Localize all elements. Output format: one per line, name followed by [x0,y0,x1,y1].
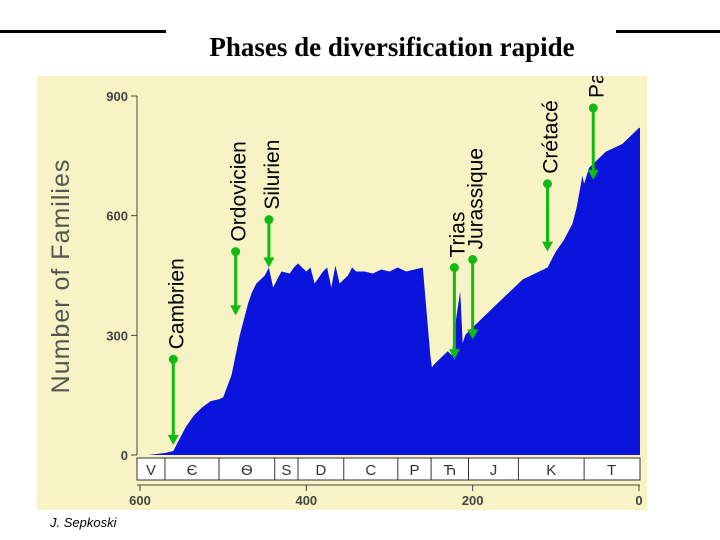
y-tick-label-0: 0 [121,448,128,463]
annotation-label-jurassique: Jurassique [465,148,488,250]
arrow-dot-ordovicien [231,247,241,257]
diversity-chart: 0 300 600 900 Number of Families V Є Ѳ S D C P Ћ J K T 6… [37,76,647,510]
period-label: D [315,462,326,479]
arrow-head-trias [448,349,460,360]
annotation-label-ordovicien: Ordovicien [228,141,251,241]
arrow-head-ordovicien [230,305,242,316]
title-rule-left [0,30,166,33]
period-label: K [546,462,556,479]
period-label: C [365,462,376,479]
x-tick-label-200: 200 [462,493,484,508]
period-label: Ћ [443,462,456,479]
period-label: P [409,462,419,479]
x-tick-label-600: 600 [129,493,151,508]
arrow-head-cretace [542,241,554,252]
arrow-head-jurassique [467,329,479,340]
period-label: J [490,462,498,479]
arrow-head-paleocene [587,169,599,180]
x-tick-label-400: 400 [295,493,317,508]
period-label: Є [187,462,198,479]
title-rule-right [616,30,720,33]
y-tick-label-300: 300 [106,328,128,343]
period-label: T [607,462,616,479]
period-strip [136,457,641,481]
arrow-dot-jurassique [468,255,478,265]
period-label: Ѳ [241,462,253,479]
y-axis-title: Number of Families [47,159,75,394]
annotation-label-cretace: Crétacé [540,100,563,174]
annotation-label-cambrien: Cambrien [165,258,188,349]
annotation-label-paleocene: Paléocène [585,76,608,98]
annotation-label-trias: Trias [446,212,469,258]
period-label: S [281,462,291,479]
page-title: Phases de diversification rapide [209,32,575,62]
diversity-area [131,127,640,456]
arrow-head-cambrien [167,435,179,446]
y-tick-label-900: 900 [106,89,128,104]
y-tick-label-600: 600 [106,209,128,224]
annotation-label-silurien: Silurien [261,140,284,210]
x-tick-label-0: 0 [635,493,642,508]
credit-text: J. Sepkoski [50,515,117,530]
period-label: V [146,462,156,479]
arrow-head-silurien [263,257,275,268]
